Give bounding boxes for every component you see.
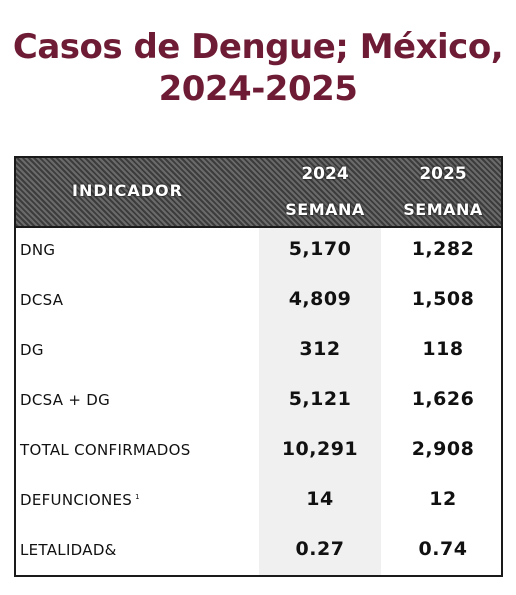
dengue-cases-table: INDICADOR 2024 2025 SEMANA SEMANA DNG 5,… <box>14 156 503 577</box>
value-2025: 12 <box>429 488 457 510</box>
header-indicador: INDICADOR <box>72 181 183 200</box>
row-label: TOTAL CONFIRMADOS <box>20 441 191 459</box>
table-row: LETALIDAD& 0.27 0.74 <box>16 528 501 575</box>
column-2024-shade <box>259 228 381 575</box>
value-2025: 1,626 <box>411 388 475 410</box>
table-row: DCSA 4,809 1,508 <box>16 278 501 328</box>
value-2025: 118 <box>422 338 464 360</box>
page-title: Casos de Dengue; México, 2024-2025 <box>0 26 516 110</box>
header-week-2025: SEMANA <box>403 200 483 219</box>
table-header: INDICADOR 2024 2025 SEMANA SEMANA <box>16 158 501 228</box>
row-label: LETALIDAD& <box>20 541 117 559</box>
row-label-wrap: DEFUNCIONES 1 <box>20 491 140 509</box>
row-label: DG <box>20 341 44 359</box>
footnote-marker: 1 <box>135 493 140 501</box>
table-row: DCSA + DG 5,121 1,626 <box>16 378 501 428</box>
value-2024: 312 <box>299 338 341 360</box>
table-row: DNG 5,170 1,282 <box>16 228 501 278</box>
value-2024: 14 <box>306 488 334 510</box>
value-2025: 1,508 <box>411 288 475 310</box>
title-line-1: Casos de Dengue; México, <box>12 27 504 67</box>
value-2024: 5,170 <box>288 238 352 260</box>
title-line-2: 2024-2025 <box>158 69 358 109</box>
header-year-2025: 2025 <box>419 164 467 184</box>
table-row: DEFUNCIONES 1 14 12 <box>16 478 501 528</box>
row-label: DNG <box>20 241 56 259</box>
table-row: DG 312 118 <box>16 328 501 378</box>
value-2025: 0.74 <box>418 538 468 560</box>
header-year-2024: 2024 <box>301 164 349 184</box>
value-2024: 4,809 <box>288 288 352 310</box>
row-label: DEFUNCIONES <box>20 491 133 509</box>
value-2025: 1,282 <box>411 238 475 260</box>
header-week-2024: SEMANA <box>285 200 365 219</box>
value-2024: 10,291 <box>281 438 359 460</box>
table-row: TOTAL CONFIRMADOS 10,291 2,908 <box>16 428 501 478</box>
value-2025: 2,908 <box>411 438 475 460</box>
row-label: DCSA + DG <box>20 391 111 409</box>
value-2024: 5,121 <box>288 388 352 410</box>
value-2024: 0.27 <box>295 538 345 560</box>
row-label: DCSA <box>20 291 64 309</box>
